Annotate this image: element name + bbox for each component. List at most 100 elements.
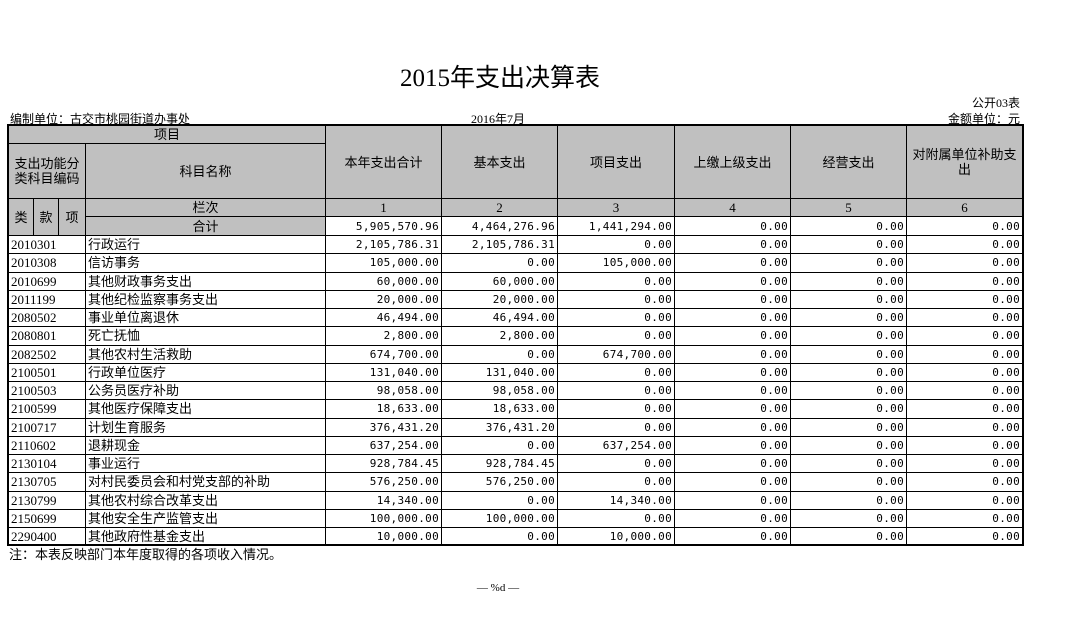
amount: 2,800.00 bbox=[325, 326, 442, 346]
amount: 14,340.00 bbox=[325, 490, 442, 510]
code: 2150699 bbox=[8, 508, 86, 528]
amount: 0.00 bbox=[557, 454, 675, 474]
amount: 0.00 bbox=[674, 344, 791, 364]
amount: 0.00 bbox=[557, 362, 675, 382]
amount: 2,105,786.31 bbox=[441, 235, 558, 255]
currency-unit: 金额单位：元 bbox=[947, 112, 1020, 126]
amount: 376,431.20 bbox=[325, 417, 442, 437]
amount: 0.00 bbox=[790, 344, 907, 364]
amount: 0.00 bbox=[790, 271, 907, 291]
item-name: 计划生育服务 bbox=[85, 417, 326, 437]
amount: 0.00 bbox=[557, 326, 675, 346]
amount: 0.00 bbox=[557, 308, 675, 328]
amount: 0.00 bbox=[790, 235, 907, 255]
amount: 637,254.00 bbox=[557, 435, 675, 455]
item-name: 其他医疗保障支出 bbox=[85, 399, 326, 419]
amount: 98,058.00 bbox=[325, 381, 442, 401]
column-number: 6 bbox=[906, 198, 1023, 217]
amount: 0.00 bbox=[906, 490, 1023, 510]
code: 2010301 bbox=[8, 235, 86, 255]
amount: 131,040.00 bbox=[325, 362, 442, 382]
item-name: 行政运行 bbox=[85, 235, 326, 255]
amount: 131,040.00 bbox=[441, 362, 558, 382]
item-name: 行政单位医疗 bbox=[85, 362, 326, 382]
amount: 0.00 bbox=[790, 508, 907, 528]
column-number: 3 bbox=[557, 198, 675, 217]
amount: 376,431.20 bbox=[441, 417, 558, 437]
amount: 0.00 bbox=[906, 362, 1023, 382]
code-part: 项 bbox=[58, 198, 86, 236]
amount: 0.00 bbox=[790, 472, 907, 492]
column-number: 4 bbox=[674, 198, 791, 217]
item-name: 其他安全生产监管支出 bbox=[85, 508, 326, 528]
amount: 2,800.00 bbox=[441, 326, 558, 346]
code: 2100717 bbox=[8, 417, 86, 437]
amount: 576,250.00 bbox=[441, 472, 558, 492]
amount: 20,000.00 bbox=[325, 289, 442, 309]
code: 2011199 bbox=[8, 289, 86, 309]
amount: 0.00 bbox=[674, 271, 791, 291]
title: 2015年支出决算表 bbox=[399, 65, 600, 92]
amount: 0.00 bbox=[790, 362, 907, 382]
amount: 0.00 bbox=[441, 527, 558, 547]
amount: 0.00 bbox=[906, 417, 1023, 437]
amount: 637,254.00 bbox=[325, 435, 442, 455]
amount: 0.00 bbox=[674, 417, 791, 437]
amount: 0.00 bbox=[557, 289, 675, 309]
amount: 0.00 bbox=[441, 253, 558, 273]
total-value: 1,441,294.00 bbox=[557, 216, 675, 236]
amount: 0.00 bbox=[674, 399, 791, 419]
amount: 0.00 bbox=[906, 527, 1023, 547]
amount: 0.00 bbox=[441, 490, 558, 510]
item-name: 事业运行 bbox=[85, 454, 326, 474]
code: 2130104 bbox=[8, 454, 86, 474]
amount: 0.00 bbox=[790, 454, 907, 474]
amount: 100,000.00 bbox=[325, 508, 442, 528]
group-header: 项目 bbox=[8, 125, 326, 144]
amount: 0.00 bbox=[906, 308, 1023, 328]
amount: 60,000.00 bbox=[441, 271, 558, 291]
amount: 105,000.00 bbox=[325, 253, 442, 273]
amount: 0.00 bbox=[674, 253, 791, 273]
code: 2130799 bbox=[8, 490, 86, 510]
code: 2290400 bbox=[8, 527, 86, 547]
amount: 100,000.00 bbox=[441, 508, 558, 528]
amount: 46,494.00 bbox=[441, 308, 558, 328]
amount: 0.00 bbox=[790, 326, 907, 346]
column-header: 上缴上级支出 bbox=[674, 125, 791, 199]
code: 2100503 bbox=[8, 381, 86, 401]
item-name: 其他纪检监察事务支出 bbox=[85, 289, 326, 309]
amount: 10,000.00 bbox=[325, 527, 442, 547]
amount: 0.00 bbox=[790, 490, 907, 510]
amount: 0.00 bbox=[674, 326, 791, 346]
code: 2080801 bbox=[8, 326, 86, 346]
amount: 0.00 bbox=[674, 289, 791, 309]
amount: 0.00 bbox=[906, 399, 1023, 419]
amount: 0.00 bbox=[674, 381, 791, 401]
amount: 0.00 bbox=[674, 508, 791, 528]
amount: 0.00 bbox=[906, 271, 1023, 291]
amount: 0.00 bbox=[790, 289, 907, 309]
code: 2100501 bbox=[8, 362, 86, 382]
amount: 0.00 bbox=[790, 308, 907, 328]
amount: 46,494.00 bbox=[325, 308, 442, 328]
amount: 0.00 bbox=[906, 435, 1023, 455]
amount: 0.00 bbox=[906, 454, 1023, 474]
amount: 0.00 bbox=[906, 344, 1023, 364]
amount: 0.00 bbox=[790, 417, 907, 437]
amount: 0.00 bbox=[674, 308, 791, 328]
amount: 0.00 bbox=[557, 271, 675, 291]
code: 2080502 bbox=[8, 308, 86, 328]
code-header: 支出功能分类科目编码 bbox=[8, 143, 86, 199]
amount: 0.00 bbox=[557, 417, 675, 437]
amount: 0.00 bbox=[674, 435, 791, 455]
amount: 0.00 bbox=[557, 508, 675, 528]
code: 2010699 bbox=[8, 271, 86, 291]
amount: 0.00 bbox=[906, 289, 1023, 309]
index-label: 栏次 bbox=[85, 198, 326, 217]
amount: 0.00 bbox=[790, 435, 907, 455]
footer: — %d — bbox=[476, 582, 520, 594]
item-name: 信访事务 bbox=[85, 253, 326, 273]
total-value: 5,905,570.96 bbox=[325, 216, 442, 236]
